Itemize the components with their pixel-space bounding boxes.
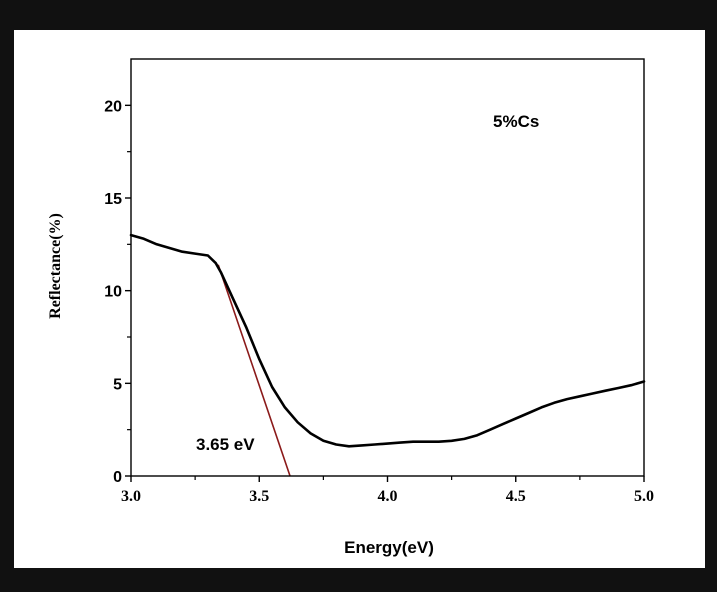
- band-gap-label: 3.65 eV: [196, 435, 255, 454]
- x-tick-label: 3.5: [249, 488, 269, 505]
- x-axis-title: Energy(eV): [344, 538, 434, 557]
- x-tick-label: 5.0: [634, 488, 654, 505]
- x-axis: 3.0 3.5 4.0 4.5 5.0: [121, 476, 654, 505]
- x-tick-label: 3.0: [121, 488, 141, 505]
- series-line-0: [129, 233, 646, 448]
- y-tick-label: 10: [104, 284, 122, 301]
- y-tick-label: 15: [104, 191, 122, 208]
- plot-frame: [130, 58, 645, 477]
- y-tick-label: 5: [113, 376, 122, 393]
- tangent-line: [217, 264, 291, 477]
- sample-label: 5%Cs: [493, 112, 539, 131]
- y-tick-label: 20: [104, 98, 122, 115]
- x-tick-label: 4.0: [378, 488, 398, 505]
- x-tick-label: 4.5: [506, 488, 526, 505]
- plot-area: [129, 58, 646, 477]
- y-tick-label: 0: [113, 469, 122, 486]
- y-axis: 0 5 10 15 20: [104, 98, 131, 486]
- y-axis-title: Reflectance(%): [47, 213, 64, 319]
